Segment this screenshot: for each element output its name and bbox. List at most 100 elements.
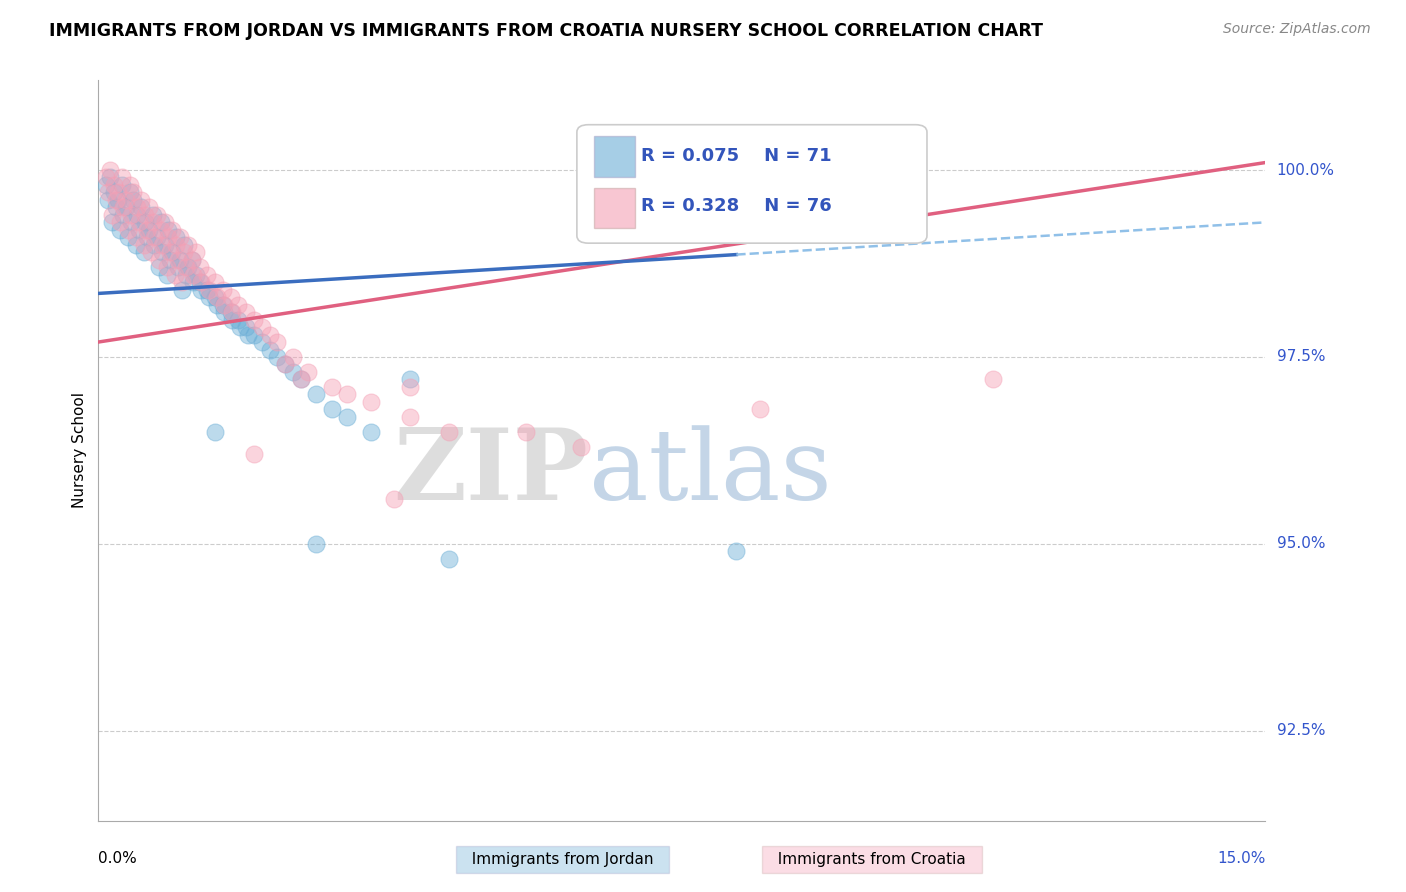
Point [108,223,131,237]
Point [243,312,266,326]
Point [166,260,188,275]
Point [174,260,197,275]
Point [159,252,181,267]
Point [157,230,180,244]
Point [165,230,187,244]
Point [243,327,266,342]
Point [125,237,148,252]
Point [321,402,343,417]
Point [127,201,149,215]
Point [128,215,150,229]
Point [212,298,235,312]
Point [122,193,145,207]
Text: 92.5%: 92.5% [1277,723,1324,739]
Point [103,178,125,192]
Point [250,320,273,334]
Point [125,230,148,244]
Point [98,170,121,185]
Text: atlas: atlas [589,425,831,521]
Point [195,283,218,297]
Point [250,334,273,349]
Point [111,178,134,192]
FancyBboxPatch shape [576,125,927,244]
Point [149,215,172,229]
Point [162,245,184,260]
Point [219,305,242,319]
Point [398,380,420,394]
Point [97,186,120,200]
Point [180,252,202,267]
Point [281,350,304,364]
Point [212,283,235,297]
Point [437,552,460,566]
Point [117,223,139,237]
Point [437,425,460,439]
Y-axis label: Nursery School: Nursery School [72,392,87,508]
Point [157,223,180,237]
Point [290,372,312,386]
Text: R = 0.328    N = 76: R = 0.328 N = 76 [641,197,832,215]
Point [172,283,194,297]
Point [117,230,139,244]
Point [183,268,205,282]
Point [128,223,150,237]
Point [336,387,359,401]
Text: 95.0%: 95.0% [1277,536,1324,551]
Point [107,193,129,207]
Point [188,275,211,289]
Text: Immigrants from Croatia: Immigrants from Croatia [768,852,976,867]
Point [122,186,145,200]
Point [163,268,186,282]
Point [173,245,195,260]
Point [190,283,212,297]
Point [266,334,288,349]
Point [108,215,131,229]
Point [143,230,166,244]
Point [725,544,748,558]
Point [112,208,135,222]
Point [97,193,120,207]
Point [132,245,155,260]
Text: 100.0%: 100.0% [1277,162,1334,178]
Point [132,237,155,252]
Point [221,305,243,319]
Point [236,327,259,342]
Point [101,215,124,229]
Point [150,237,173,252]
Point [219,290,242,304]
Point [146,208,169,222]
Point [981,372,1004,386]
Point [195,268,218,282]
Point [103,186,125,200]
Text: 97.5%: 97.5% [1277,350,1324,365]
Point [184,268,207,282]
Point [204,275,226,289]
Point [166,252,188,267]
Point [228,298,250,312]
Point [198,283,221,297]
Point [204,425,226,439]
Point [228,312,250,326]
Point [138,201,160,215]
Point [569,440,592,454]
Point [198,290,221,304]
Point [266,350,288,364]
Point [205,298,228,312]
Point [142,208,165,222]
Point [190,275,212,289]
Point [748,402,770,417]
Point [129,193,152,207]
Point [229,320,252,334]
Point [243,447,266,461]
Point [146,230,169,244]
Point [169,252,191,267]
FancyBboxPatch shape [595,136,636,177]
Point [235,305,257,319]
Point [173,237,195,252]
Point [153,237,176,252]
Point [96,170,118,185]
Point [104,193,127,207]
Point [259,343,281,357]
Point [274,358,297,372]
Point [120,208,142,222]
